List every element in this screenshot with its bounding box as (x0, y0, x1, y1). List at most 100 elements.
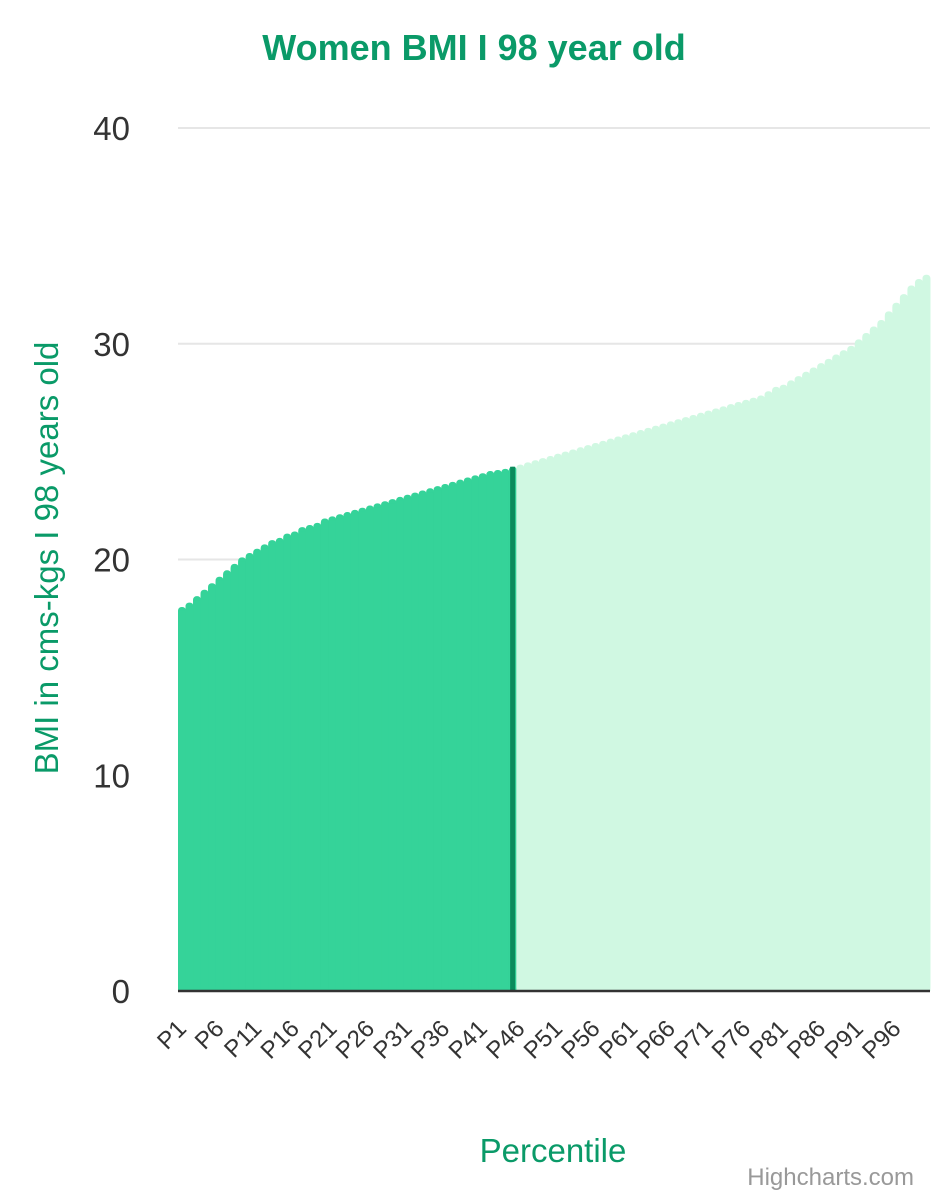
bar-body (884, 315, 893, 991)
bar-body (914, 283, 923, 991)
bar-body (689, 418, 698, 991)
bar-body (418, 494, 427, 991)
bar-body (892, 306, 901, 991)
bar-body (877, 324, 886, 991)
bar-body (223, 574, 232, 991)
bar-body (651, 429, 660, 991)
x-axis-title: Percentile (480, 1132, 627, 1169)
y-tick-label: 30 (93, 326, 130, 363)
bar-body (320, 522, 329, 991)
bar-body (711, 412, 720, 992)
y-tick-label: 40 (93, 110, 130, 147)
bar-body (501, 472, 510, 991)
bar-body (230, 567, 239, 991)
bar-body (208, 587, 216, 991)
bar-body (290, 535, 299, 991)
bar-body (538, 462, 547, 992)
bar-body (373, 507, 382, 991)
bar-body (245, 557, 254, 991)
bar-body (606, 442, 615, 991)
bar-body (253, 552, 262, 991)
bar-body (313, 526, 322, 991)
bar-body (757, 399, 765, 991)
bar-body (899, 298, 908, 991)
bar-body (178, 610, 186, 991)
bar-body (531, 464, 540, 991)
bar-body (403, 498, 412, 991)
bar-body (516, 468, 525, 991)
bar-body (817, 367, 826, 991)
bar-body (396, 500, 404, 991)
y-tick-label: 20 (93, 542, 130, 579)
bar-body (696, 416, 705, 991)
bar-body (554, 457, 562, 991)
bar-body (922, 278, 931, 992)
percentile-marker (510, 466, 516, 992)
bar-body (328, 520, 337, 991)
bar-body (305, 528, 314, 991)
bar-body (215, 580, 224, 991)
bar-body (869, 330, 878, 991)
bar-body (809, 371, 818, 992)
bar-body (847, 349, 856, 991)
bar-body (335, 518, 344, 991)
bar-body (486, 475, 495, 991)
bar-body (200, 593, 209, 991)
bar-body (802, 375, 811, 991)
bar-body (659, 427, 668, 992)
bar-body (546, 459, 555, 991)
y-axis-title: BMI in cms-kgs I 98 years old (28, 342, 65, 775)
x-tick-label: P96 (857, 1015, 906, 1064)
bar-body (238, 561, 247, 991)
bar-body (854, 343, 863, 991)
bar-body (779, 388, 788, 991)
bar-body (576, 451, 585, 991)
bar-body (674, 423, 683, 991)
bar-body (734, 406, 743, 991)
bar-body (862, 336, 871, 992)
bar-body (561, 455, 570, 992)
bar-body (584, 449, 592, 991)
bar-body (268, 544, 277, 991)
bar-body (742, 403, 750, 992)
bar-body (839, 354, 848, 992)
bar-body (471, 479, 480, 991)
bar-body (832, 358, 841, 991)
bar-body (448, 485, 457, 991)
x-axis-ticks: P1P6P11P16P21P26P31P36P41P46P51P56P61P66… (152, 1015, 906, 1064)
bar-body (629, 436, 638, 992)
bar-body (381, 505, 389, 991)
credits-link[interactable]: Highcharts.com (747, 1164, 914, 1191)
bar-body (275, 541, 284, 991)
bar-body (478, 477, 487, 991)
bar-body (456, 483, 465, 991)
bar-body (599, 444, 608, 992)
bar-body (666, 425, 675, 991)
bar-body (193, 600, 201, 991)
bar-body (493, 473, 502, 992)
bar-body (463, 481, 472, 991)
bar-body (591, 447, 600, 991)
bar-body (426, 492, 435, 991)
bar-body (764, 395, 773, 992)
bar-body (298, 531, 307, 991)
bar-body (366, 509, 374, 991)
y-axis-ticks: 0 10 20 30 40 (93, 110, 130, 1010)
bar-body (185, 606, 194, 991)
bar-body (358, 511, 367, 991)
bar-body (614, 440, 623, 991)
bar-body (283, 537, 292, 991)
bar-body (907, 289, 916, 991)
bar-body (681, 421, 690, 991)
bar-body (726, 408, 735, 991)
bar-body (343, 516, 352, 991)
chart-title: Women BMI I 98 year old (262, 27, 685, 68)
bar-body (719, 410, 728, 991)
bar-body (794, 380, 803, 991)
x-tick-label: P1 (152, 1015, 192, 1055)
bars (178, 274, 931, 992)
bar-body (350, 513, 359, 991)
bar-body (787, 384, 796, 991)
